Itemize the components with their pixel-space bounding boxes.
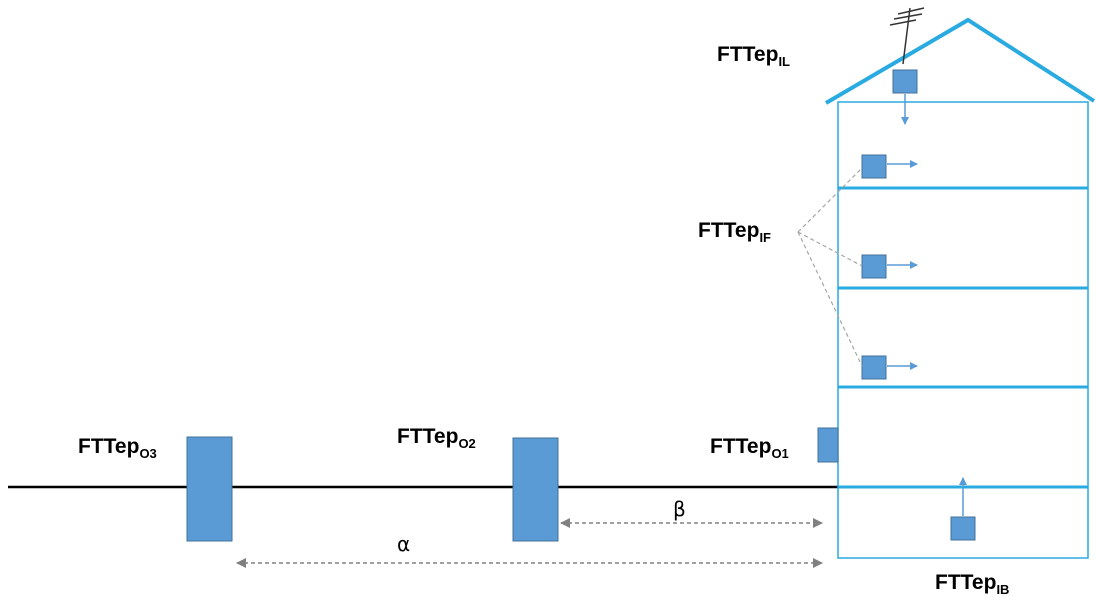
label-ftt-ib-sub: IB: [996, 582, 1009, 597]
label-ftt-if: FTTepIF: [698, 219, 771, 245]
label-ftt-o3-base: FTTep: [78, 435, 139, 458]
beta-label: β: [673, 497, 686, 521]
box-ftt-if-1: [861, 154, 887, 179]
box-ftt-ib: [950, 516, 976, 541]
roof: [824, 17, 1096, 105]
box-ftt-il: [892, 69, 918, 94]
box-ftt-o1: [817, 427, 839, 463]
label-ftt-o3-sub: O3: [139, 446, 156, 461]
label-ftt-o3: FTTepO3: [78, 435, 157, 461]
label-ftt-o2-base: FTTep: [397, 425, 458, 448]
label-ftt-o2-sub: O2: [458, 436, 475, 451]
label-ftt-il-sub: IL: [778, 54, 790, 69]
label-ftt-ib: FTTepIB: [935, 571, 1009, 597]
label-ftt-ib-base: FTTep: [935, 571, 996, 594]
building-walls: [837, 101, 1089, 559]
label-ftt-il-base: FTTep: [717, 43, 778, 66]
box-ftt-if-2: [861, 254, 887, 279]
box-ftt-o3: [186, 436, 233, 542]
label-ftt-if-base: FTTep: [698, 219, 759, 242]
if-leader-lines: [797, 167, 863, 367]
antenna-icon: [889, 7, 925, 65]
label-ftt-o1: FTTepO1: [710, 435, 789, 461]
box-ftt-if-3: [861, 355, 887, 380]
alpha-label: α: [397, 532, 410, 556]
label-ftt-if-sub: IF: [759, 230, 771, 245]
box-ftt-o2: [512, 437, 559, 542]
label-ftt-il: FTTepIL: [717, 43, 790, 69]
label-ftt-o1-sub: O1: [771, 446, 788, 461]
label-ftt-o2: FTTepO2: [397, 425, 476, 451]
label-ftt-o1-base: FTTep: [710, 435, 771, 458]
